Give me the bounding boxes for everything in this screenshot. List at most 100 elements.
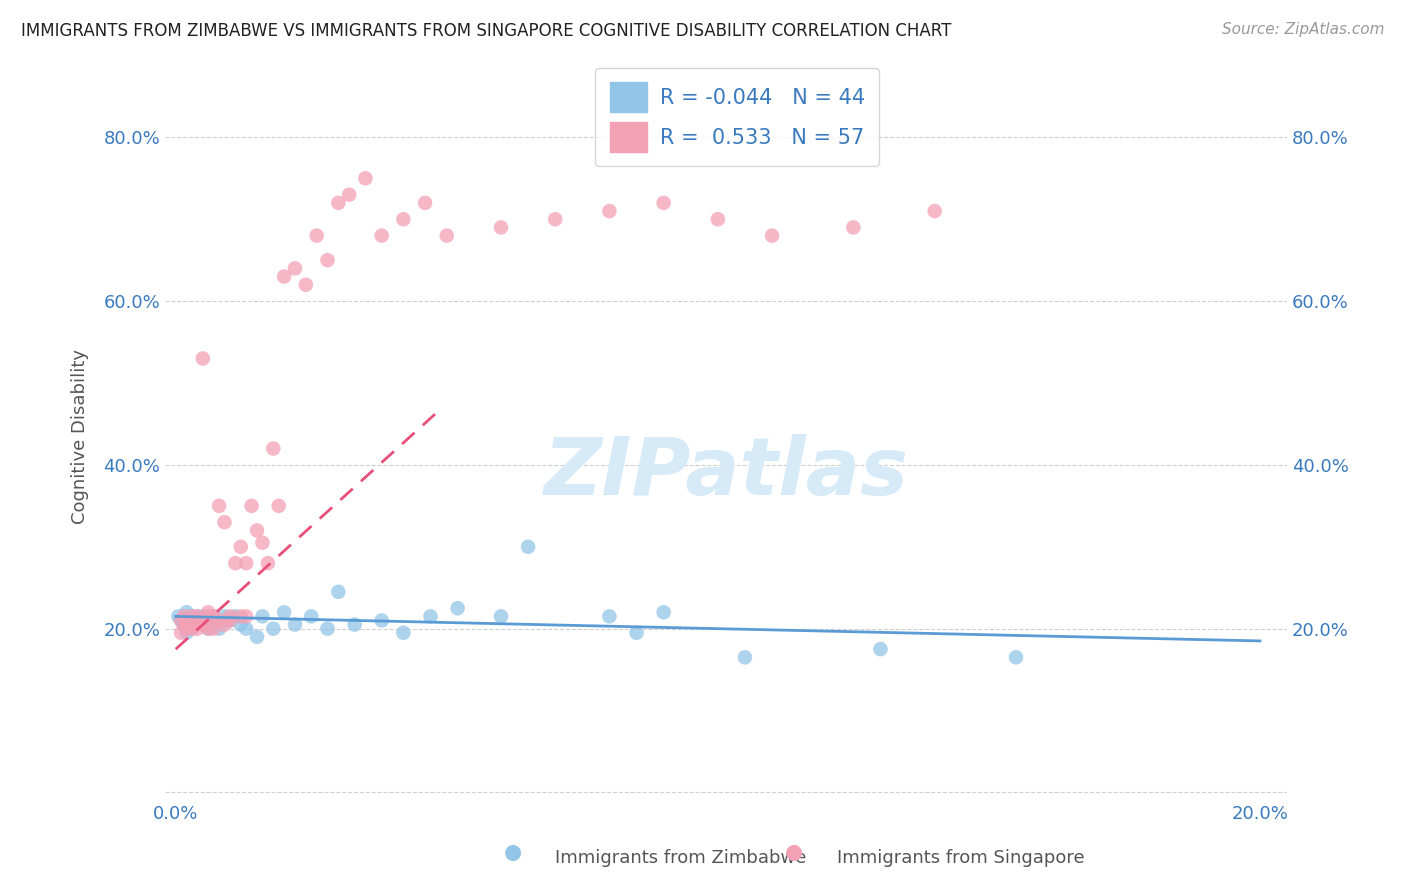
Point [224,556,246,570]
Point [235,622,257,636]
Point [240,499,263,513]
Point [179,614,201,628]
Point [354,171,377,186]
Point [489,609,512,624]
Point [252,609,274,624]
Point [191,617,214,632]
Point [761,228,783,243]
Point [544,212,567,227]
Text: Immigrants from Zimbabwe: Immigrants from Zimbabwe [555,849,807,867]
Point [186,614,208,628]
Point [202,609,225,624]
Point [176,625,198,640]
Point [224,609,246,624]
Point [370,614,392,628]
Point [316,253,339,268]
Point [173,609,195,624]
Point [284,261,307,276]
Point [191,351,214,366]
Point [295,277,318,292]
Point [219,614,242,628]
Point [598,609,620,624]
Point [202,622,225,636]
Point [273,269,295,284]
Point [208,622,231,636]
Point [316,622,339,636]
Point [176,605,198,619]
Point [299,609,322,624]
Point [170,625,193,640]
Point [214,609,236,624]
Point [273,605,295,619]
Point [252,535,274,549]
Point [167,609,190,624]
Point [1005,650,1028,665]
Point [208,614,231,628]
Point [181,609,204,624]
Point [262,442,284,456]
Point [197,622,219,636]
Point [197,605,219,619]
Point [267,499,290,513]
Y-axis label: Cognitive Disability: Cognitive Disability [72,349,89,524]
Point [186,609,208,624]
Point [181,609,204,624]
Point [186,614,208,628]
Point [257,556,280,570]
Point [707,212,730,227]
Point [262,622,284,636]
Point [170,614,193,628]
Text: ZIPatlas: ZIPatlas [544,434,908,512]
Point [229,609,252,624]
Point [181,622,204,636]
Point [197,609,219,624]
Point [176,617,198,632]
Point [419,609,441,624]
Point [202,617,225,632]
Text: Source: ZipAtlas.com: Source: ZipAtlas.com [1222,22,1385,37]
Point [652,605,675,619]
Point [202,609,225,624]
Point [392,625,415,640]
Point [924,204,946,219]
Point [328,195,350,210]
Point [208,499,231,513]
Point [842,220,865,235]
Point [191,617,214,632]
Point [489,220,512,235]
Point [176,622,198,636]
Point [246,630,269,644]
Point [176,614,198,628]
Point [305,228,328,243]
Point [734,650,756,665]
Point [392,212,415,227]
Point [246,524,269,538]
Point [186,609,208,624]
Point [186,622,208,636]
Point [413,195,436,210]
Point [626,625,648,640]
Point [598,204,620,219]
Point [197,614,219,628]
Point [446,601,468,615]
Point [284,617,307,632]
Text: ●: ● [786,842,803,862]
Point [517,540,540,554]
Text: ●: ● [505,842,522,862]
Point [191,614,214,628]
Point [191,609,214,624]
Point [214,515,236,529]
Legend: R = -0.044   N = 44, R =  0.533   N = 57: R = -0.044 N = 44, R = 0.533 N = 57 [595,68,879,166]
Point [652,195,675,210]
Point [214,617,236,632]
Point [343,617,366,632]
Point [173,617,195,632]
Point [370,228,392,243]
Point [328,584,350,599]
Point [181,617,204,632]
Point [219,614,242,628]
Point [181,622,204,636]
Point [869,642,891,657]
Text: Immigrants from Singapore: Immigrants from Singapore [837,849,1084,867]
Point [235,556,257,570]
